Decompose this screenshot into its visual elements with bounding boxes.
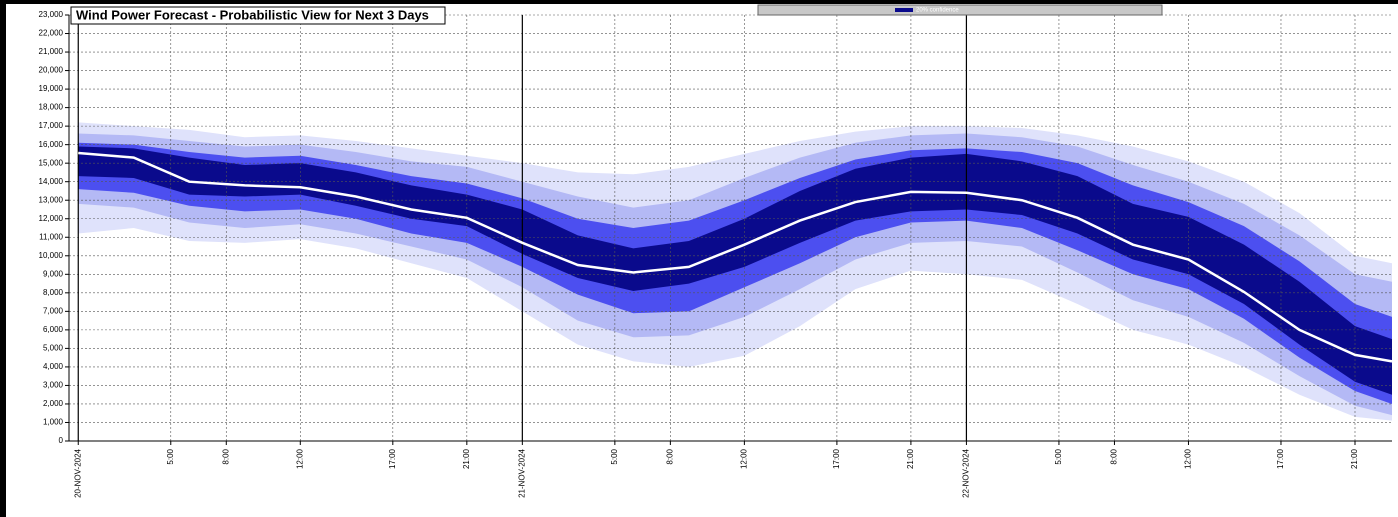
x-tick-label: 21:00: [462, 448, 471, 469]
y-tick-label: 11,000: [39, 232, 63, 241]
y-tick-label: 8,000: [43, 288, 64, 297]
x-tick-label: 17:00: [388, 448, 397, 469]
x-tick-label: 12:00: [295, 448, 304, 469]
legend-label: 20% confidence: [916, 8, 959, 14]
y-tick-label: 12,000: [39, 214, 64, 223]
x-tick-label: 21:00: [906, 448, 915, 469]
x-tick-label: 22-NOV-2024: [962, 448, 971, 497]
y-tick-label: 15,000: [39, 158, 64, 167]
overlay: Wind Power Forecast - Probabilistic View…: [70, 4, 1163, 25]
left-frame: [0, 0, 6, 517]
x-tick-label: 8:00: [665, 448, 674, 464]
y-tick-label: 9,000: [43, 269, 64, 278]
y-tick-label: 2,000: [43, 399, 64, 408]
x-tick-label: 21-NOV-2024: [517, 448, 526, 497]
plot-area: 0 1,000 2,000 3,000 4,000 5,000 6,000 7,000 8,00…: [39, 10, 1393, 498]
x-tick-label: 5:00: [610, 448, 619, 464]
y-tick-label: 21,000: [39, 47, 64, 56]
x-tick-label: 8:00: [221, 448, 230, 464]
y-tick-label: 13,000: [39, 195, 64, 204]
legend-swatch: [895, 8, 913, 12]
y-tick-label: 0: [59, 436, 64, 445]
x-tick-label: 8:00: [1110, 448, 1119, 464]
y-tick-label: 16,000: [39, 140, 64, 149]
y-tick-label: 23,000: [39, 10, 64, 19]
y-tick-label: 6,000: [43, 325, 64, 334]
chart-title: Wind Power Forecast - Probabilistic View…: [76, 7, 429, 22]
y-tick-label: 3,000: [43, 381, 64, 390]
x-tick-label: 5:00: [1054, 448, 1063, 464]
x-tick-label: 5:00: [166, 448, 175, 464]
y-tick-label: 19,000: [39, 84, 64, 93]
y-tick-label: 1,000: [43, 418, 64, 427]
median-line: [78, 151, 1393, 363]
legend-box: [757, 4, 1163, 16]
x-tick-label: 12:00: [1184, 448, 1193, 469]
x-tick-label: 21:00: [1350, 448, 1359, 469]
x-tick-label: 20-NOV-2024: [73, 448, 82, 497]
y-tick-label: 14,000: [39, 177, 64, 186]
y-tick-label: 7,000: [43, 306, 64, 315]
x-tick-label: 17:00: [832, 448, 841, 469]
y-tick-label: 18,000: [39, 103, 64, 112]
y-tick-label: 5,000: [43, 344, 64, 353]
x-tick-label: 12:00: [739, 448, 748, 469]
y-tick-label: 10,000: [39, 251, 64, 260]
y-tick-label: 17,000: [39, 121, 64, 130]
top-frame: [0, 0, 1398, 4]
y-tick-label: 22,000: [39, 29, 64, 38]
title-box: [70, 6, 446, 25]
y-tick-label: 20,000: [39, 66, 64, 75]
y-tick-label: 4,000: [43, 362, 64, 371]
x-tick-label: 17:00: [1276, 448, 1285, 469]
